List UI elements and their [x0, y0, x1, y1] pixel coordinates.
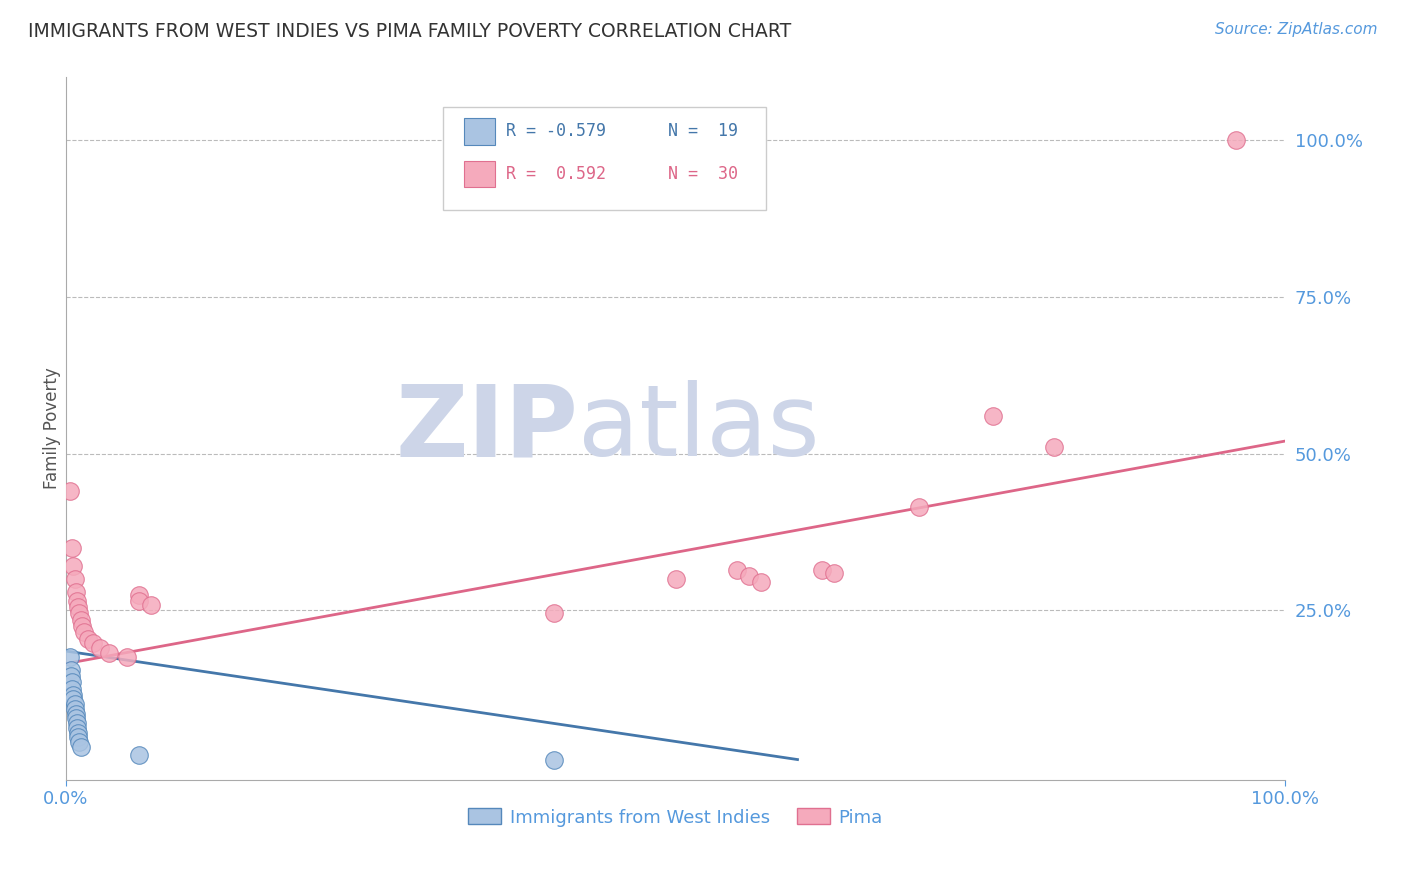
Point: [62, 688, 84, 702]
Point: [67, 725, 90, 739]
Point: [543, 753, 565, 767]
Point: [59, 650, 82, 665]
Point: [66, 721, 89, 735]
Point: [77, 632, 100, 646]
Y-axis label: Family Poverty: Family Poverty: [44, 368, 60, 490]
Point: [749, 575, 772, 590]
Point: [738, 569, 761, 583]
Point: [65, 706, 87, 721]
Point: [67, 735, 90, 749]
Point: [981, 409, 1004, 423]
Text: N =  19: N = 19: [668, 122, 738, 140]
Point: [62, 692, 84, 706]
Point: [115, 650, 138, 665]
Point: [67, 607, 90, 621]
Point: [66, 594, 89, 608]
Point: [69, 613, 91, 627]
Point: [63, 698, 86, 712]
Text: IMMIGRANTS FROM WEST INDIES VS PIMA FAMILY POVERTY CORRELATION CHART: IMMIGRANTS FROM WEST INDIES VS PIMA FAMI…: [28, 22, 792, 41]
Point: [70, 619, 93, 633]
Point: [65, 584, 87, 599]
Point: [823, 566, 845, 580]
Legend: Immigrants from West Indies, Pima: Immigrants from West Indies, Pima: [461, 801, 890, 834]
Point: [128, 588, 150, 602]
Point: [66, 716, 89, 731]
Point: [128, 747, 150, 762]
Point: [63, 572, 86, 586]
Text: N =  30: N = 30: [668, 165, 738, 183]
Text: ZIP: ZIP: [395, 380, 578, 477]
Text: R =  0.592: R = 0.592: [506, 165, 606, 183]
Text: atlas: atlas: [578, 380, 820, 477]
Point: [811, 563, 834, 577]
Point: [59, 663, 82, 677]
Point: [97, 646, 120, 660]
Point: [63, 702, 86, 716]
Point: [60, 541, 83, 555]
Text: Source: ZipAtlas.com: Source: ZipAtlas.com: [1215, 22, 1378, 37]
Point: [725, 563, 748, 577]
Point: [60, 681, 83, 696]
Point: [141, 599, 163, 613]
Point: [1225, 133, 1247, 147]
Point: [59, 484, 82, 499]
Point: [73, 625, 96, 640]
Point: [67, 730, 90, 744]
Point: [65, 711, 87, 725]
Point: [908, 500, 931, 514]
Point: [69, 739, 91, 754]
Point: [665, 572, 688, 586]
Point: [62, 559, 84, 574]
Point: [60, 675, 83, 690]
Point: [543, 607, 565, 621]
Point: [128, 594, 150, 608]
Text: R = -0.579: R = -0.579: [506, 122, 606, 140]
Point: [59, 669, 82, 683]
Point: [67, 600, 90, 615]
Point: [82, 636, 104, 650]
Point: [1042, 440, 1064, 454]
Point: [89, 640, 111, 655]
